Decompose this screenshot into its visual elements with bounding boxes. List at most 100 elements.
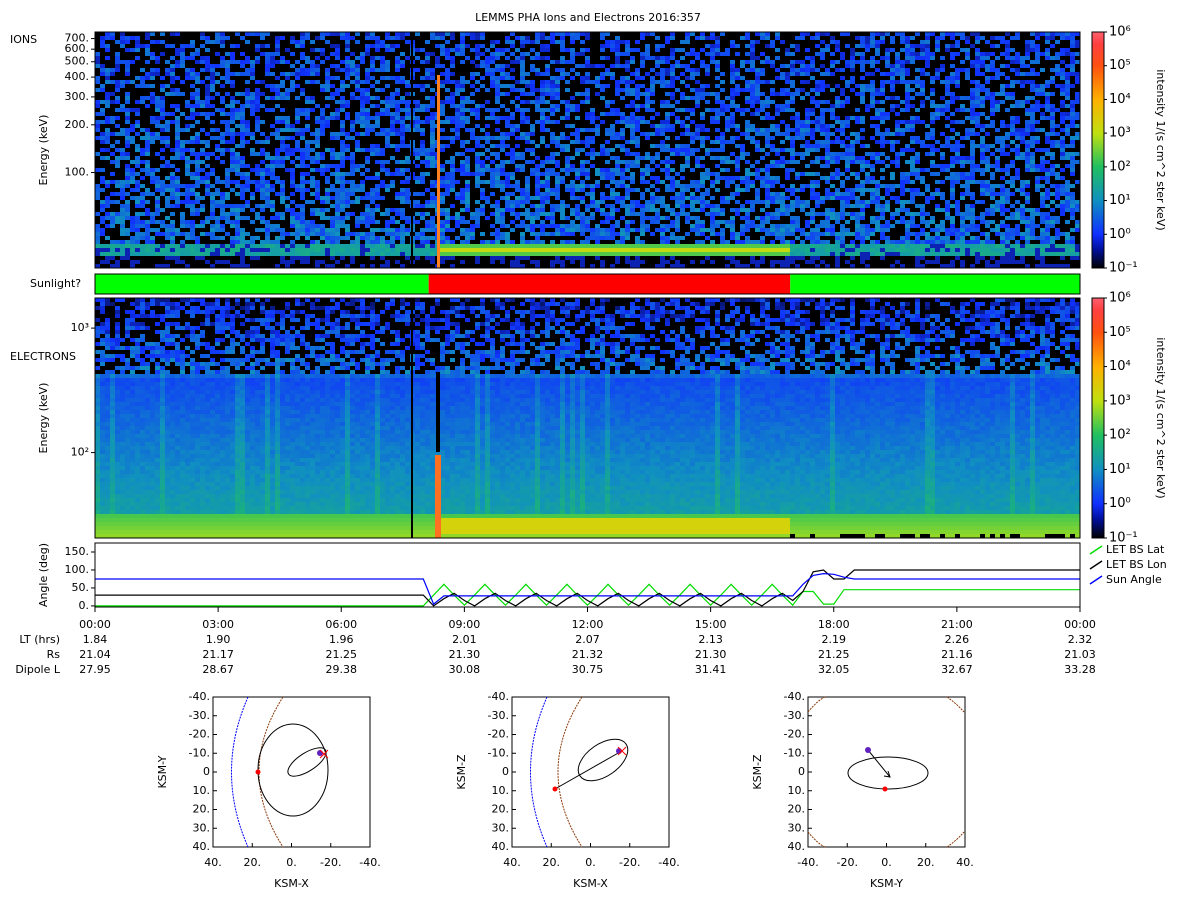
- spectrogram-cell: [775, 36, 780, 40]
- spectrogram-cell: [720, 60, 725, 64]
- spectrogram-cell: [820, 120, 825, 124]
- spectrogram-cell: [790, 124, 795, 128]
- spectrogram-cell: [670, 68, 675, 72]
- spectrogram-cell: [395, 60, 400, 64]
- spectrogram-cell: [770, 128, 775, 132]
- spectrogram-cell: [445, 60, 450, 64]
- spectrogram-cell: [345, 76, 350, 80]
- spectrogram-cell: [695, 48, 700, 52]
- spectrogram-cell: [305, 132, 310, 136]
- spectrogram-cell: [585, 108, 590, 112]
- spectrogram-cell: [975, 64, 980, 68]
- spectrogram-cell: [1000, 112, 1005, 116]
- spectrogram-cell: [155, 120, 160, 124]
- spectrogram-cell: [190, 96, 195, 100]
- spectrogram-cell: [765, 120, 770, 124]
- spectrogram-cell: [695, 36, 700, 40]
- spectrogram-cell: [745, 76, 750, 80]
- spectrogram-cell: [340, 76, 345, 80]
- spectrogram-cell: [175, 104, 180, 108]
- spectrogram-cell: [135, 72, 140, 76]
- spectrogram-cell: [425, 68, 430, 72]
- spectrogram-cell: [650, 48, 655, 52]
- spectrogram-cell: [550, 76, 555, 80]
- spectrogram-cell: [710, 120, 715, 124]
- spectrogram-cell: [840, 60, 845, 64]
- spectrogram-cell: [920, 120, 925, 124]
- spectrogram-cell: [655, 52, 660, 56]
- spectrogram-cell: [415, 96, 420, 100]
- spectrogram-cell: [335, 72, 340, 76]
- spectrogram-cell: [615, 108, 620, 112]
- spectrogram-cell: [560, 100, 565, 104]
- spectrogram-cell: [680, 100, 685, 104]
- spectrogram-cell: [1065, 76, 1070, 80]
- spectrogram-cell: [1010, 72, 1015, 76]
- spectrogram-cell: [880, 112, 885, 116]
- spectrogram-cell: [390, 40, 395, 44]
- spectrogram-cell: [955, 60, 960, 64]
- spectrogram-cell: [985, 84, 990, 88]
- spectrogram-cell: [500, 76, 505, 80]
- spectrogram-cell: [135, 44, 140, 48]
- spectrogram-cell: [165, 108, 170, 112]
- spectrogram-cell: [295, 76, 300, 80]
- spectrogram-cell: [640, 72, 645, 76]
- spectrogram-cell: [690, 124, 695, 128]
- spectrogram-cell: [475, 120, 480, 124]
- spectrogram-cell: [555, 72, 560, 76]
- spectrogram-cell: [550, 84, 555, 88]
- spectrogram-cell: [805, 120, 810, 124]
- spectrogram-cell: [255, 128, 260, 132]
- spectrogram-cell: [920, 92, 925, 96]
- spectrogram-cell: [620, 44, 625, 48]
- spectrogram-cell: [1030, 108, 1035, 112]
- spectrogram-cell: [710, 128, 715, 132]
- spectrogram-cell: [595, 76, 600, 80]
- spectrogram-cell: [770, 60, 775, 64]
- spectrogram-cell: [550, 32, 555, 36]
- spectrogram-cell: [745, 108, 750, 112]
- spectrogram-cell: [470, 60, 475, 64]
- spectrogram-cell: [525, 64, 530, 68]
- spectrogram-cell: [325, 92, 330, 96]
- spectrogram-cell: [565, 56, 570, 60]
- spectrogram-cell: [230, 60, 235, 64]
- spectrogram-cell: [160, 72, 165, 76]
- spectrogram-cell: [185, 116, 190, 120]
- spectrogram-cell: [660, 84, 665, 88]
- spectrogram-cell: [250, 124, 255, 128]
- spectrogram-cell: [920, 100, 925, 104]
- spectrogram-cell: [185, 96, 190, 100]
- spectrogram-cell: [660, 112, 665, 116]
- spectrogram-cell: [790, 68, 795, 72]
- spectrogram-cell: [760, 92, 765, 96]
- spectrogram-cell: [510, 36, 515, 40]
- spectrogram-cell: [800, 128, 805, 132]
- spectrogram-cell: [345, 84, 350, 88]
- spectrogram-cell: [935, 56, 940, 60]
- spectrogram-cell: [1035, 56, 1040, 60]
- spectrogram-cell: [725, 72, 730, 76]
- spectrogram-cell: [125, 116, 130, 120]
- spectrogram-cell: [570, 36, 575, 40]
- spectrogram-cell: [400, 44, 405, 48]
- spectrogram-cell: [720, 84, 725, 88]
- spectrogram-cell: [110, 96, 115, 100]
- spectrogram-cell: [545, 80, 550, 84]
- spectrogram-cell: [295, 44, 300, 48]
- spectrogram-cell: [240, 56, 245, 60]
- spectrogram-cell: [880, 88, 885, 92]
- spectrogram-cell: [1075, 104, 1080, 108]
- spectrogram-cell: [295, 116, 300, 120]
- spectrogram-cell: [365, 108, 370, 112]
- spectrogram-cell: [190, 84, 195, 88]
- spectrogram-cell: [845, 48, 850, 52]
- spectrogram-cell: [895, 92, 900, 96]
- spectrogram-cell: [100, 112, 105, 116]
- spectrogram-cell: [470, 40, 475, 44]
- spectrogram-cell: [855, 108, 860, 112]
- spectrogram-cell: [825, 72, 830, 76]
- spectrogram-cell: [610, 108, 615, 112]
- spectrogram-cell: [765, 124, 770, 128]
